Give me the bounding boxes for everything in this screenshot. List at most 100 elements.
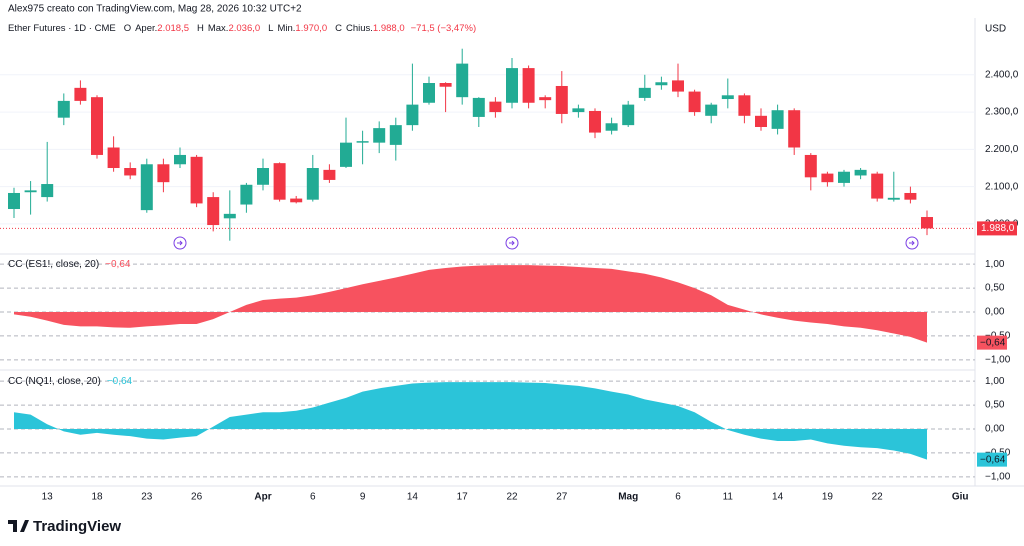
x-tick-label: Apr (254, 492, 271, 503)
y-tick-label: 2.300,0 (985, 107, 1019, 118)
candle-body (190, 156, 203, 204)
event-icon (509, 240, 515, 246)
candle-body (539, 97, 552, 101)
candle-body (340, 142, 352, 167)
y-tick-label: 1,00 (985, 259, 1005, 270)
ohlc-legend: Ether Futures · 1D · CME O Aper.2.018,5 H Ma… (8, 23, 476, 34)
candle-body (24, 190, 37, 193)
y-tick-label: 2.100,0 (985, 181, 1019, 192)
event-icon (909, 240, 915, 246)
value-badge-label: −0,64 (980, 337, 1006, 348)
candle-body (57, 100, 70, 118)
candle-body (373, 128, 386, 143)
candle-body (605, 123, 618, 131)
y-tick-label: 1,00 (985, 376, 1005, 387)
pane-title: CC (ES1!, close, 20) (8, 259, 99, 270)
candle-body (323, 169, 336, 180)
y-tick-label: 0,00 (985, 307, 1005, 318)
byline: Alex975 creato con TradingView.com, Mag … (8, 4, 302, 15)
ohlc-key: C (335, 23, 342, 34)
candle-body (522, 68, 535, 103)
candle-body (489, 101, 502, 113)
x-tick-label: 9 (360, 492, 366, 503)
x-tick-label: 27 (556, 492, 568, 503)
candle-body (738, 95, 751, 116)
candle-body (755, 115, 767, 127)
candle-body (838, 171, 850, 183)
value-badge-label: −0,64 (980, 454, 1006, 465)
candle-body (589, 110, 601, 133)
candle-body (439, 83, 452, 87)
ohlc-key: L (268, 23, 273, 34)
candle-body (356, 141, 369, 143)
x-tick-label: 17 (457, 492, 469, 503)
candle-body (174, 154, 186, 165)
ohlc-value: 1.988,0 (373, 23, 405, 34)
y-tick-label: 0,50 (985, 400, 1005, 411)
candle-body (672, 80, 684, 92)
ohlc-value: 2.018,5 (157, 23, 189, 34)
candle-body (423, 83, 435, 103)
candle-body (688, 91, 701, 113)
candle-body (705, 104, 718, 116)
candle-body (904, 192, 917, 200)
candle-body (140, 164, 153, 211)
ohlc-value: 1.970,0 (295, 23, 327, 34)
candle-body (257, 168, 269, 185)
ohlc-value: 2.036,0 (228, 23, 260, 34)
candle-body (555, 85, 568, 114)
y-tick-label: −1,00 (985, 355, 1011, 366)
candle-body (921, 217, 933, 229)
pane-title: CC (NQ1!, close, 20) (8, 376, 101, 387)
last-price-label: 1.988,0 (981, 223, 1015, 234)
pane-legend: CC (ES1!, close, 20) −0,64 (8, 259, 131, 270)
candle-body (622, 104, 635, 126)
event-icon (173, 236, 187, 250)
candle-body (506, 68, 518, 103)
ohlc-name: Chius. (346, 23, 373, 34)
x-tick-label: 11 (723, 492, 734, 503)
correlation-area (14, 382, 927, 460)
logo-mark (8, 520, 29, 532)
x-tick-label: 14 (772, 492, 784, 503)
ohlc-key: O (124, 23, 131, 34)
pane-last-value: −0,64 (105, 259, 131, 270)
x-tick-label: 13 (42, 492, 54, 503)
candle-body (771, 110, 784, 129)
candle-body (207, 197, 220, 226)
y-tick-label: 0,00 (985, 424, 1005, 435)
instrument-title: Ether Futures · 1D · CME (8, 23, 116, 34)
candle-body (472, 97, 485, 117)
candle-body (91, 97, 103, 155)
candle-body (41, 184, 54, 198)
ohlc-name: Max. (208, 23, 229, 34)
y-tick-label: −1,00 (985, 472, 1011, 483)
candle-body (721, 95, 734, 100)
y-tick-label: 0,50 (985, 283, 1005, 294)
candle-body (456, 63, 469, 98)
candle-body (306, 168, 319, 200)
logo-text: TradingView (33, 518, 121, 535)
candle-body (655, 82, 668, 86)
candle-body (74, 87, 87, 101)
x-tick-label: 6 (310, 492, 316, 503)
event-icons (173, 236, 919, 250)
y-tick-label: 2.200,0 (985, 144, 1019, 155)
ohlc-change: −71,5 (−3,47%) (411, 23, 477, 34)
candle-body (273, 163, 286, 200)
x-tick-label: 18 (91, 492, 103, 503)
value-badge (977, 452, 1007, 467)
candle-body (389, 125, 402, 145)
event-icon (177, 240, 183, 246)
pane-legend: CC (NQ1!, close, 20) −0,64 (8, 376, 133, 387)
candle-body (290, 198, 303, 203)
candle-body (240, 184, 253, 205)
x-tick-label: 22 (506, 492, 518, 503)
candle-body (638, 87, 651, 98)
candle-body (8, 192, 20, 210)
ohlc-name: Aper. (135, 23, 157, 34)
x-tick-label: 19 (822, 492, 834, 503)
candle-body (854, 169, 867, 176)
y-tick-label: 2.400,0 (985, 69, 1019, 80)
